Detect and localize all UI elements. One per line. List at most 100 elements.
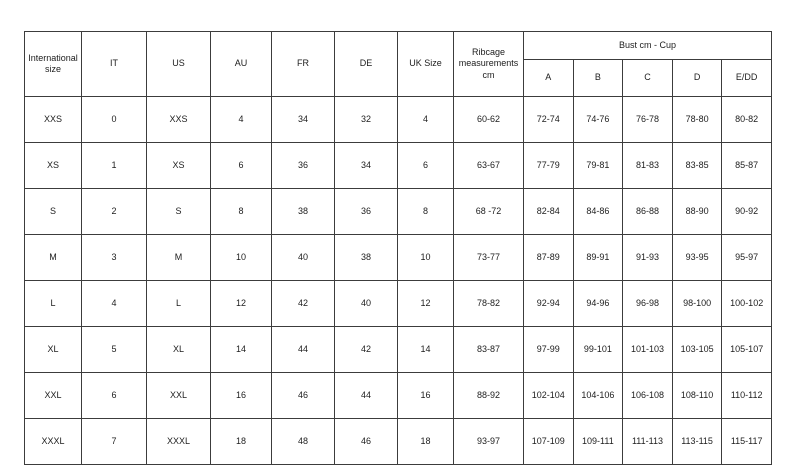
cell-uk-size: 18 xyxy=(397,418,454,465)
cell-ribcage: 68 -72 xyxy=(453,188,524,235)
cell-cup-a: 97-99 xyxy=(523,326,574,373)
table-body: XXS 0 XXS 4 34 32 4 60-62 72-74 74-76 76-78 78-80 80… xyxy=(24,96,772,465)
cell-it: 5 xyxy=(81,326,147,373)
column-header-cup-d: D xyxy=(671,59,723,97)
column-header-de: DE xyxy=(334,31,398,97)
size-chart-container: International size IT US AU FR DE UK Size Ribca… xyxy=(24,31,772,465)
cell-cup-b: 109-111 xyxy=(572,418,624,465)
cell-cup-c: 96-98 xyxy=(622,280,673,327)
table-row: XL 5 XL 14 44 42 14 83-87 97-99 99-101 101-103 103-… xyxy=(24,326,772,373)
table-row: XXS 0 XXS 4 34 32 4 60-62 72-74 74-76 76-78 78-80 80… xyxy=(24,96,772,143)
table-row: M 3 M 10 40 38 10 73-77 87-89 89-91 91-93 93-95 95-9… xyxy=(24,234,772,281)
cell-it: 7 xyxy=(81,418,147,465)
cell-de: 42 xyxy=(334,326,398,373)
cell-cup-a: 72-74 xyxy=(523,96,574,143)
cell-international-size: XXXL xyxy=(24,418,82,465)
cell-international-size: M xyxy=(24,234,82,281)
cell-cup-a: 92-94 xyxy=(523,280,574,327)
cell-au: 12 xyxy=(210,280,272,327)
cell-ribcage: 83-87 xyxy=(453,326,524,373)
cell-international-size: L xyxy=(24,280,82,327)
cell-international-size: S xyxy=(24,188,82,235)
table-row: XS 1 XS 6 36 34 6 63-67 77-79 79-81 81-83 83-85 85-8… xyxy=(24,142,772,189)
table-row: XXXL 7 XXXL 18 48 46 18 93-97 107-109 109-111 111-… xyxy=(24,418,772,465)
cell-uk-size: 16 xyxy=(397,372,454,419)
size-conversion-table: International size IT US AU FR DE UK Size Ribca… xyxy=(24,31,772,465)
cell-us: XXS xyxy=(146,96,211,143)
cell-us: XS xyxy=(146,142,211,189)
cell-cup-edd: 100-102 xyxy=(721,280,772,327)
cell-it: 3 xyxy=(81,234,147,281)
cell-de: 34 xyxy=(334,142,398,189)
cell-cup-c: 111-113 xyxy=(622,418,673,465)
cell-ribcage: 78-82 xyxy=(453,280,524,327)
cell-au: 4 xyxy=(210,96,272,143)
cell-cup-c: 106-108 xyxy=(622,372,673,419)
cell-cup-edd: 95-97 xyxy=(721,234,772,281)
cell-it: 0 xyxy=(81,96,147,143)
cell-au: 14 xyxy=(210,326,272,373)
cell-au: 16 xyxy=(210,372,272,419)
cell-us: XL xyxy=(146,326,211,373)
cell-cup-b: 104-106 xyxy=(572,372,624,419)
table-row: XXL 6 XXL 16 46 44 16 88-92 102-104 104-106 106-10… xyxy=(24,372,772,419)
column-header-international-size: International size xyxy=(24,31,82,97)
column-header-fr: FR xyxy=(271,31,335,97)
cell-cup-a: 107-109 xyxy=(523,418,574,465)
cell-ribcage: 73-77 xyxy=(453,234,524,281)
cell-au: 8 xyxy=(210,188,272,235)
cell-it: 1 xyxy=(81,142,147,189)
cell-cup-d: 93-95 xyxy=(671,234,723,281)
cell-ribcage: 88-92 xyxy=(453,372,524,419)
cell-cup-b: 94-96 xyxy=(572,280,624,327)
cell-us: XXL xyxy=(146,372,211,419)
cell-cup-d: 103-105 xyxy=(671,326,723,373)
cell-de: 36 xyxy=(334,188,398,235)
column-header-cup-b: B xyxy=(572,59,624,97)
cell-us: XXXL xyxy=(146,418,211,465)
cell-it: 4 xyxy=(81,280,147,327)
cell-au: 6 xyxy=(210,142,272,189)
cell-fr: 48 xyxy=(271,418,335,465)
column-header-us: US xyxy=(146,31,211,97)
cell-uk-size: 14 xyxy=(397,326,454,373)
cell-fr: 44 xyxy=(271,326,335,373)
cell-cup-a: 102-104 xyxy=(523,372,574,419)
cell-cup-b: 74-76 xyxy=(572,96,624,143)
cell-international-size: XS xyxy=(24,142,82,189)
column-header-cup-c: C xyxy=(622,59,673,97)
cell-de: 44 xyxy=(334,372,398,419)
cell-ribcage: 60-62 xyxy=(453,96,524,143)
cell-cup-edd: 110-112 xyxy=(721,372,772,419)
table-row: S 2 S 8 38 36 8 68 -72 82-84 84-86 86-88 88-90 90-92 xyxy=(24,188,772,235)
column-header-ribcage: Ribcage measurements cm xyxy=(453,31,524,97)
cell-cup-d: 78-80 xyxy=(671,96,723,143)
cell-cup-b: 79-81 xyxy=(572,142,624,189)
cell-de: 38 xyxy=(334,234,398,281)
cell-cup-c: 86-88 xyxy=(622,188,673,235)
cell-cup-edd: 115-117 xyxy=(721,418,772,465)
table-header-row-top: International size IT US AU FR DE UK Size Ribca… xyxy=(24,31,772,97)
cell-cup-edd: 90-92 xyxy=(721,188,772,235)
cell-cup-d: 108-110 xyxy=(671,372,723,419)
cell-cup-c: 91-93 xyxy=(622,234,673,281)
cell-uk-size: 4 xyxy=(397,96,454,143)
table-header-row-sub: A B C D E/DD xyxy=(25,59,772,97)
cell-fr: 42 xyxy=(271,280,335,327)
column-header-it: IT xyxy=(81,31,147,97)
column-header-cup-edd: E/DD xyxy=(721,59,772,97)
cell-cup-b: 89-91 xyxy=(572,234,624,281)
table-row: L 4 L 12 42 40 12 78-82 92-94 94-96 96-98 98-100 100… xyxy=(24,280,772,327)
column-header-cup-a: A xyxy=(523,59,574,97)
cell-cup-c: 76-78 xyxy=(622,96,673,143)
cell-uk-size: 10 xyxy=(397,234,454,281)
cell-cup-d: 83-85 xyxy=(671,142,723,189)
cell-cup-a: 77-79 xyxy=(523,142,574,189)
cell-us: M xyxy=(146,234,211,281)
cell-cup-b: 99-101 xyxy=(572,326,624,373)
cell-cup-edd: 80-82 xyxy=(721,96,772,143)
cell-cup-a: 87-89 xyxy=(523,234,574,281)
cell-cup-d: 98-100 xyxy=(671,280,723,327)
cell-cup-edd: 105-107 xyxy=(721,326,772,373)
column-group-header-bust-cup: Bust cm - Cup xyxy=(523,31,772,60)
